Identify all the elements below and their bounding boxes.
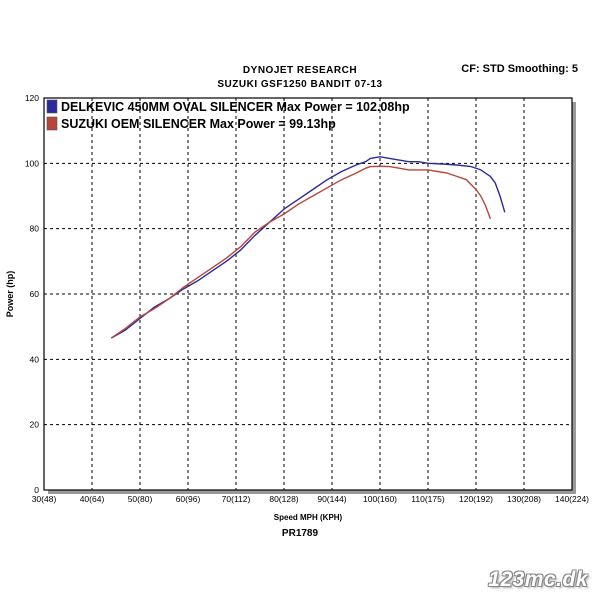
chart-title: DYNOJET RESEARCH (242, 65, 358, 76)
x-tick-label: 40(64) (80, 494, 105, 504)
x-tick-label: 130(208) (507, 494, 541, 504)
x-axis-label: Speed MPH (KPH) (274, 513, 343, 522)
x-tick-label: 80(128) (269, 494, 298, 504)
x-tick-label: 70(112) (222, 494, 251, 504)
y-tick-label: 20 (30, 420, 40, 430)
y-axis-label: Power (hp) (5, 271, 15, 318)
x-tick-label: 140(224) (555, 494, 589, 504)
y-tick-label: 0 (34, 485, 39, 495)
series-line-1 (110, 156, 506, 339)
run-id: PR1789 (281, 528, 319, 539)
x-tick-label: 110(175) (411, 494, 445, 504)
y-tick-label: 40 (30, 354, 40, 364)
y-tick-label: 80 (30, 224, 40, 234)
settings-readout: CF: STD Smoothing: 5 (461, 63, 578, 75)
x-tick-label: 50(80) (128, 494, 153, 504)
y-tick-label: 60 (30, 289, 40, 299)
x-tick-label: 90(144) (317, 494, 346, 504)
plot-frame (43, 97, 573, 491)
x-tick-label: 120(192) (459, 494, 493, 504)
legend-label-1: DELKEVIC 450MM OVAL SILENCER Max Power =… (61, 100, 410, 114)
watermark-logo: 123mc.dk (488, 568, 588, 591)
legend-swatch-2 (46, 116, 58, 131)
legend-swatch-1 (46, 99, 58, 114)
y-tick-label: 100 (25, 158, 39, 168)
x-tick-label: 100(160) (363, 494, 397, 504)
x-tick-label: 30(48) (32, 494, 57, 504)
y-tick-label: 120 (25, 93, 39, 103)
legend-label-2: SUZUKI OEM SILENCER Max Power = 99.13hp (61, 117, 336, 131)
series-line-2 (110, 165, 492, 339)
x-tick-label: 60(96) (176, 494, 201, 504)
chart-subtitle: SUZUKI GSF1250 BANDIT 07-13 (217, 79, 383, 90)
